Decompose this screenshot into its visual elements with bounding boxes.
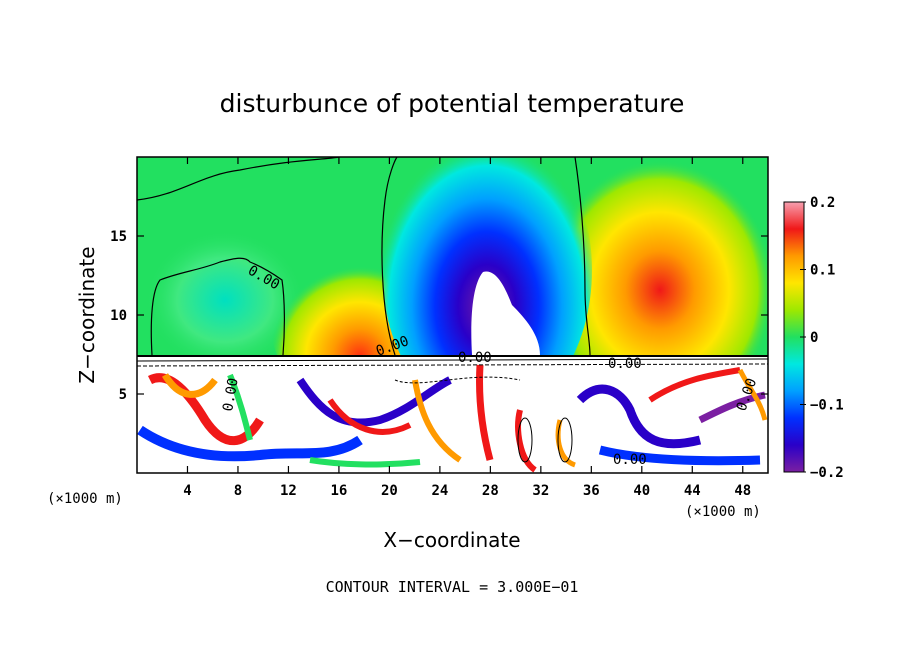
contour-label: 0.00 <box>608 356 642 372</box>
plume-core <box>471 271 540 355</box>
x-unit-right: (×1000 m) <box>685 504 761 520</box>
contour-label: 0.00 <box>613 452 647 468</box>
x-tick-label: 48 <box>734 483 751 499</box>
x-tick-label: 16 <box>330 483 347 499</box>
x-tick-label: 36 <box>583 483 600 499</box>
colorbar-tick-label: 0 <box>810 330 818 346</box>
colorbar-ticks: 0.2 0.1 0 −0.1 −0.2 <box>800 195 844 481</box>
contour-label: 0.00 <box>220 377 242 413</box>
warm-region-right <box>545 160 768 420</box>
contour-zero-plume-left <box>381 157 398 356</box>
chart-title: disturbunce of potential temperature <box>220 89 685 118</box>
x-tick-label: 8 <box>234 483 242 499</box>
x-tick-label: 28 <box>482 483 499 499</box>
x-axis-label: X−coordinate <box>383 528 520 552</box>
y-tick-label: 5 <box>119 387 127 403</box>
x-tick-label: 44 <box>684 483 701 499</box>
x-tick-label: 4 <box>183 483 191 499</box>
contour-label: 0.00 <box>458 350 492 366</box>
x-tick-label: 32 <box>532 483 549 499</box>
contour-zero-upper-left <box>137 157 341 201</box>
x-tick-label: 12 <box>280 483 297 499</box>
x-tick-label: 20 <box>381 483 398 499</box>
colorbar-tick-label: −0.2 <box>810 465 844 481</box>
x-tick-label: 40 <box>633 483 650 499</box>
y-tick-label: 15 <box>110 229 127 245</box>
colorbar-tick-label: 0.2 <box>810 195 835 211</box>
contour-labels: 0.00 0.00 0.00 0.00 0.00 0.00 0.00 <box>220 263 760 468</box>
y-tick-label: 10 <box>110 308 127 324</box>
cool-region-left <box>145 230 305 370</box>
contour-interval-note: CONTOUR INTERVAL = 3.000E−01 <box>326 578 579 596</box>
contour-zero-left-box <box>150 257 285 356</box>
y-axis: 5 10 15 <box>110 229 768 403</box>
y-axis-label: Z−coordinate <box>75 246 99 383</box>
colorbar-tick-label: 0.1 <box>810 263 835 279</box>
x-axis: 4 8 12 16 20 24 28 32 36 40 44 48 <box>183 157 751 499</box>
x-tick-label: 24 <box>431 483 448 499</box>
colorbar: 0.2 0.1 0 −0.1 −0.2 <box>783 195 844 481</box>
x-unit-left: (×1000 m) <box>47 491 123 507</box>
colorbar-tick-label: −0.1 <box>810 398 844 414</box>
contour-zero-plume-right <box>574 157 591 356</box>
plot-area <box>137 157 768 473</box>
